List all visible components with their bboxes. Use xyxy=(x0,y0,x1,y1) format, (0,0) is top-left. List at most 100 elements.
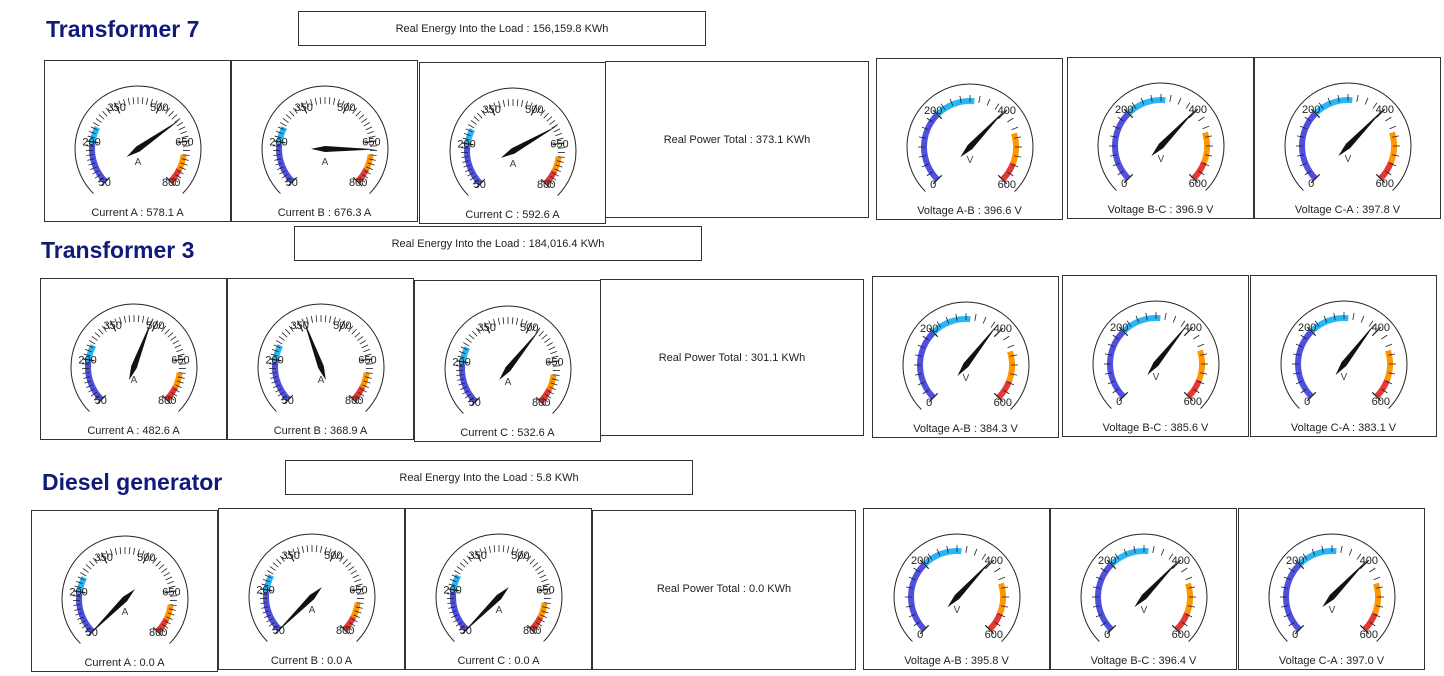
tick-label: 400 xyxy=(1189,104,1207,116)
section-title-diesel-generator: Diesel generator xyxy=(42,469,223,495)
tick xyxy=(166,616,173,621)
tick xyxy=(159,627,166,633)
tick xyxy=(493,545,496,553)
tick xyxy=(914,373,922,376)
tick xyxy=(87,158,95,161)
tick xyxy=(928,327,939,338)
tick xyxy=(539,574,547,579)
tick xyxy=(86,140,99,144)
tick xyxy=(470,552,476,560)
real-power-text: Real Power Total : 373.1 KWh xyxy=(663,134,811,146)
tick xyxy=(919,559,930,570)
tick-label: 0 xyxy=(1116,396,1122,408)
tick xyxy=(260,602,268,604)
tick xyxy=(538,618,545,623)
band-max xyxy=(1186,379,1202,399)
gauge-rim xyxy=(1280,300,1408,409)
tick xyxy=(932,109,943,120)
tick xyxy=(105,107,111,114)
band-mid xyxy=(76,576,88,595)
tick xyxy=(1001,605,1009,608)
gauge-needle xyxy=(1147,323,1189,375)
tick xyxy=(467,397,474,403)
tick xyxy=(363,122,370,127)
tick xyxy=(1014,155,1022,158)
tick xyxy=(549,175,557,181)
current-a-label: Current A : 482.6 A xyxy=(87,425,180,437)
tick xyxy=(974,313,977,321)
tick xyxy=(281,332,288,338)
tick xyxy=(1294,624,1305,635)
band-low xyxy=(1095,562,1114,632)
gauge-needle xyxy=(947,559,993,608)
tick-label: 200 xyxy=(69,587,87,599)
tick xyxy=(283,394,294,405)
tick-label: 400 xyxy=(994,323,1012,335)
tick xyxy=(173,388,180,393)
tick xyxy=(264,574,272,579)
gauge-rim xyxy=(1284,82,1412,191)
tick xyxy=(167,612,175,616)
band-mid xyxy=(1296,548,1337,568)
tick xyxy=(177,140,190,144)
tick xyxy=(81,623,89,629)
tick-label: 350 xyxy=(468,550,486,562)
current-b-gauge: 50 200 350 500 650 800 A Current B : 368.9 A xyxy=(227,278,414,440)
tick xyxy=(516,550,524,562)
voltage-bc-label: Voltage B-C : 396.9 V xyxy=(1107,204,1214,216)
tick xyxy=(1372,102,1378,109)
tick xyxy=(353,614,360,619)
tick xyxy=(1388,353,1396,356)
gauge-dial: 0 200 400 600 V xyxy=(1080,533,1208,642)
band-high xyxy=(1184,582,1193,615)
tick xyxy=(1356,94,1359,102)
tick xyxy=(283,552,289,560)
tick xyxy=(90,166,97,171)
tick-label: 500 xyxy=(520,322,538,334)
tick xyxy=(498,100,501,108)
tick xyxy=(914,354,922,357)
tick xyxy=(95,118,102,123)
band-low xyxy=(908,562,927,632)
tick xyxy=(96,554,102,562)
tick xyxy=(451,574,459,579)
gauge-dial: 0 200 400 600 V xyxy=(1284,82,1412,191)
tick xyxy=(1304,116,1311,122)
tick-label: 350 xyxy=(482,104,500,116)
real-power-box: Real Power Total : 0.0 KWh xyxy=(592,510,856,670)
tick-label: 350 xyxy=(294,102,312,114)
tick xyxy=(540,614,547,619)
current-a-gauge: 50 200 350 500 650 800 A Current A : 578.1 A xyxy=(44,60,231,222)
tick xyxy=(273,140,286,144)
tick-label: 400 xyxy=(998,105,1016,117)
tick xyxy=(352,574,360,579)
tick xyxy=(1169,94,1172,102)
tick xyxy=(1104,353,1112,356)
tick xyxy=(315,545,318,553)
tick xyxy=(926,171,933,177)
tick xyxy=(86,384,93,389)
tick xyxy=(279,170,286,175)
tick xyxy=(267,570,274,575)
tick xyxy=(462,390,469,395)
tick-label: 600 xyxy=(1189,178,1207,190)
tick xyxy=(150,318,154,326)
tick xyxy=(515,548,519,556)
gauge-dial: 50 200 350 500 650 800 A xyxy=(70,303,198,412)
tick xyxy=(457,378,465,381)
tick xyxy=(465,128,473,133)
voltage-bc-gauge: 0 200 400 600 V Voltage B-C : 385.6 V xyxy=(1062,275,1249,437)
tick xyxy=(109,104,115,112)
tick xyxy=(556,137,564,141)
tick xyxy=(552,172,559,177)
tick xyxy=(550,382,558,386)
tick xyxy=(75,612,83,616)
band-low xyxy=(921,112,940,182)
gauge-needle xyxy=(1322,559,1368,608)
tick xyxy=(351,328,357,335)
tick-label: 200 xyxy=(443,585,461,597)
tick-label: 400 xyxy=(1376,104,1394,116)
tick xyxy=(354,579,362,583)
tick xyxy=(544,393,552,399)
current-c-gauge: 50 200 350 500 650 800 A Current C : 592.6 A xyxy=(419,62,606,224)
